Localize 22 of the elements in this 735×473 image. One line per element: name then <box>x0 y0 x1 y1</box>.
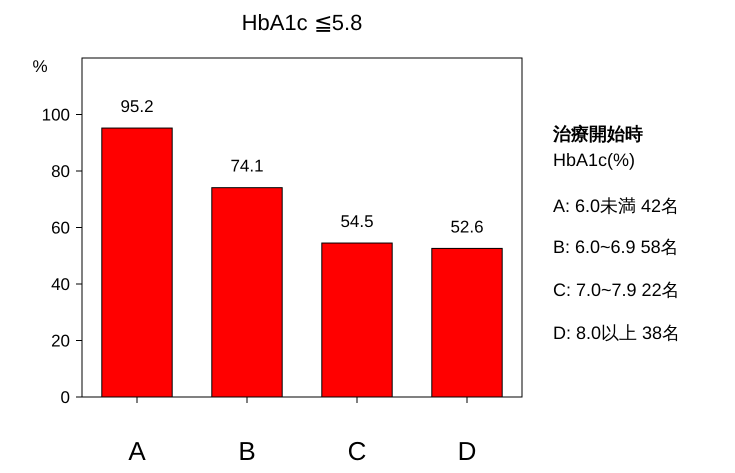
data-label: 52.6 <box>450 217 484 236</box>
x-tick-label: A <box>128 436 146 466</box>
data-label: 95.2 <box>120 97 154 116</box>
y-tick-label: 100 <box>42 106 70 124</box>
x-tick-label: B <box>238 436 256 466</box>
text: A: 6.0未満 42名 <box>553 196 680 216</box>
y-tick-label: 60 <box>51 218 70 238</box>
data-label: 74.1 <box>230 156 264 176</box>
y-tick-label: 80 <box>51 162 70 181</box>
text: C: 7.0~7.9 22名 <box>553 280 680 300</box>
text: 治療開始時 <box>552 124 643 144</box>
x-tick-label: D <box>458 436 476 466</box>
x-tick-label: C <box>348 436 366 466</box>
text: D: 8.0以上 38名 <box>553 323 680 343</box>
chart-title: HbA1c ≦5.8 <box>242 10 362 35</box>
y-axis-title: % <box>32 57 48 76</box>
y-tick-label: 20 <box>51 332 70 350</box>
text: HbA1c(%) <box>553 150 636 170</box>
y-tick-label: 0 <box>60 388 70 407</box>
text: B: 6.0~6.9 58名 <box>553 237 679 257</box>
data-label: 54.5 <box>340 212 374 232</box>
y-tick-label: 40 <box>51 275 70 294</box>
